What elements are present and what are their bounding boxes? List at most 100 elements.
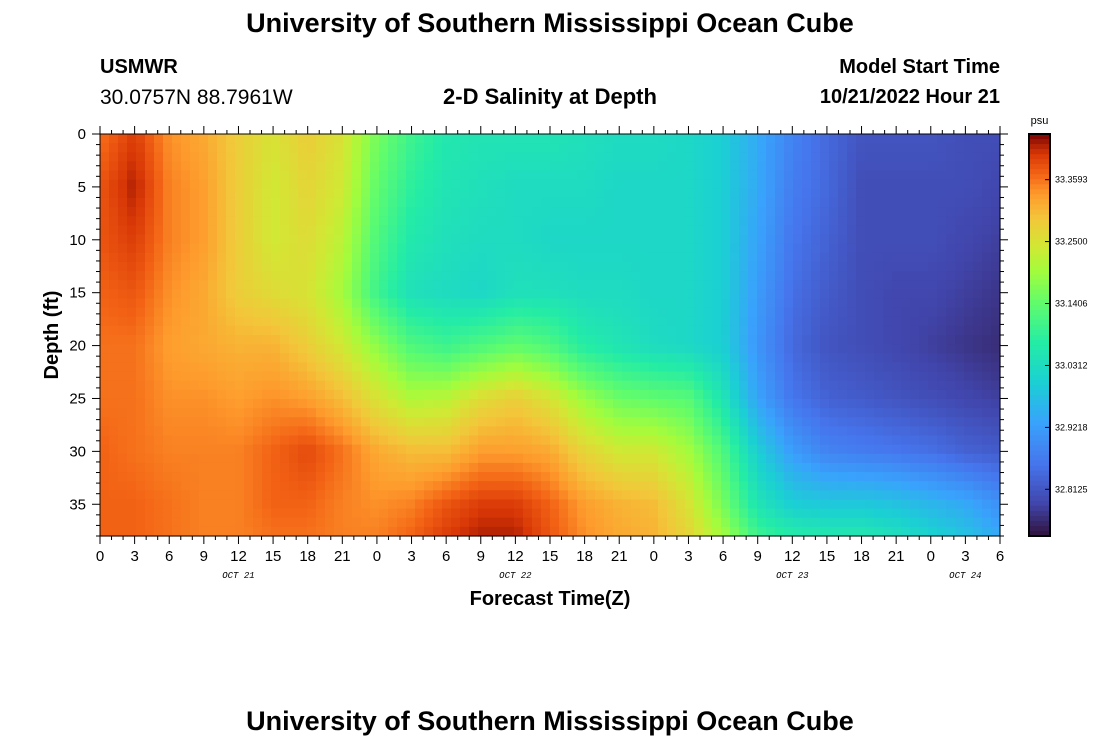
heatmap-cell	[469, 453, 479, 464]
heatmap-cell	[595, 170, 605, 181]
heatmap-cell	[118, 353, 128, 364]
heatmap-cell	[739, 517, 749, 528]
heatmap-cell	[622, 225, 632, 236]
heatmap-cell	[496, 389, 506, 400]
heatmap-cell	[334, 426, 344, 437]
heatmap-cell	[163, 426, 173, 437]
heatmap-cell	[829, 517, 839, 528]
heatmap-cell	[901, 207, 911, 217]
heatmap-cell	[541, 225, 551, 236]
heatmap-cell	[991, 462, 1001, 473]
heatmap-cell	[802, 472, 812, 482]
heatmap-cell	[199, 152, 209, 163]
heatmap-cell	[649, 152, 659, 163]
heatmap-cell	[379, 289, 389, 300]
heatmap-cell	[280, 271, 290, 281]
heatmap-cell	[874, 462, 884, 473]
heatmap-cell	[766, 143, 776, 153]
heatmap-cell	[154, 152, 164, 163]
heatmap-cell	[469, 508, 479, 519]
heatmap-cell	[109, 216, 119, 226]
heatmap-cell	[163, 508, 173, 519]
heatmap-cell	[523, 197, 533, 208]
heatmap-cell	[874, 481, 884, 491]
heatmap-cell	[451, 371, 461, 382]
heatmap-cell	[604, 170, 614, 181]
heatmap-cell	[658, 316, 668, 327]
colorbar-segment	[1029, 264, 1050, 271]
heatmap-cell	[109, 261, 119, 272]
heatmap-cell	[262, 216, 272, 226]
heatmap-cell	[352, 298, 362, 309]
heatmap-cell	[712, 252, 722, 263]
heatmap-cell	[469, 252, 479, 263]
heatmap-cell	[937, 453, 947, 464]
heatmap-cell	[325, 261, 335, 272]
heatmap-cell	[631, 462, 641, 473]
heatmap-cell	[757, 462, 767, 473]
heatmap-cell	[298, 517, 308, 528]
heatmap-cell	[424, 335, 434, 345]
heatmap-cell	[181, 499, 191, 510]
heatmap-cell	[469, 426, 479, 437]
heatmap-cell	[721, 134, 731, 144]
heatmap-cell	[271, 252, 281, 263]
heatmap-cell	[190, 271, 200, 281]
heatmap-cell	[847, 490, 857, 501]
heatmap-cell	[433, 362, 443, 373]
heatmap-cell	[874, 408, 884, 418]
heatmap-cell	[982, 280, 992, 290]
heatmap-cell	[433, 426, 443, 437]
heatmap-cell	[613, 462, 623, 473]
heatmap-cell	[811, 307, 821, 318]
heatmap-cell	[163, 462, 173, 473]
heatmap-cell	[865, 508, 875, 519]
heatmap-cell	[415, 508, 425, 519]
heatmap-cell	[694, 307, 704, 318]
heatmap-cell	[577, 380, 587, 391]
heatmap-cell	[388, 499, 398, 510]
heatmap-cell	[514, 444, 524, 455]
heatmap-cell	[667, 271, 677, 281]
heatmap-cell	[649, 207, 659, 217]
heatmap-cell	[289, 526, 299, 537]
heatmap-cell	[766, 234, 776, 245]
heatmap-cell	[118, 152, 128, 163]
heatmap-cell	[604, 353, 614, 364]
heatmap-cell	[523, 389, 533, 400]
heatmap-cell	[784, 298, 794, 309]
heatmap-cell	[973, 417, 983, 427]
heatmap-cell	[703, 243, 713, 254]
heatmap-cell	[289, 344, 299, 354]
heatmap-cell	[307, 271, 317, 281]
heatmap-cell	[955, 344, 965, 354]
heatmap-cell	[649, 325, 659, 336]
heatmap-cell	[748, 389, 758, 400]
heatmap-cell	[793, 307, 803, 318]
heatmap-cell	[190, 481, 200, 491]
heatmap-cell	[847, 472, 857, 482]
heatmap-cell	[433, 389, 443, 400]
heatmap-cell	[352, 225, 362, 236]
heatmap-cell	[964, 298, 974, 309]
heatmap-cell	[181, 426, 191, 437]
heatmap-cell	[217, 316, 227, 327]
heatmap-cell	[370, 234, 380, 245]
heatmap-cell	[226, 207, 236, 217]
heatmap-cell	[928, 197, 938, 208]
heatmap-cell	[523, 371, 533, 382]
heatmap-cell	[784, 490, 794, 501]
heatmap-cell	[541, 499, 551, 510]
heatmap-cell	[793, 216, 803, 226]
heatmap-cell	[730, 152, 740, 163]
heatmap-cell	[784, 435, 794, 446]
heatmap-cell	[334, 280, 344, 290]
heatmap-cell	[208, 526, 218, 537]
heatmap-cell	[559, 307, 569, 318]
heatmap-cell	[397, 444, 407, 455]
heatmap-cell	[271, 508, 281, 519]
heatmap-cell	[226, 234, 236, 245]
heatmap-cell	[523, 134, 533, 144]
heatmap-cell	[280, 398, 290, 409]
heatmap-cell	[172, 243, 182, 254]
